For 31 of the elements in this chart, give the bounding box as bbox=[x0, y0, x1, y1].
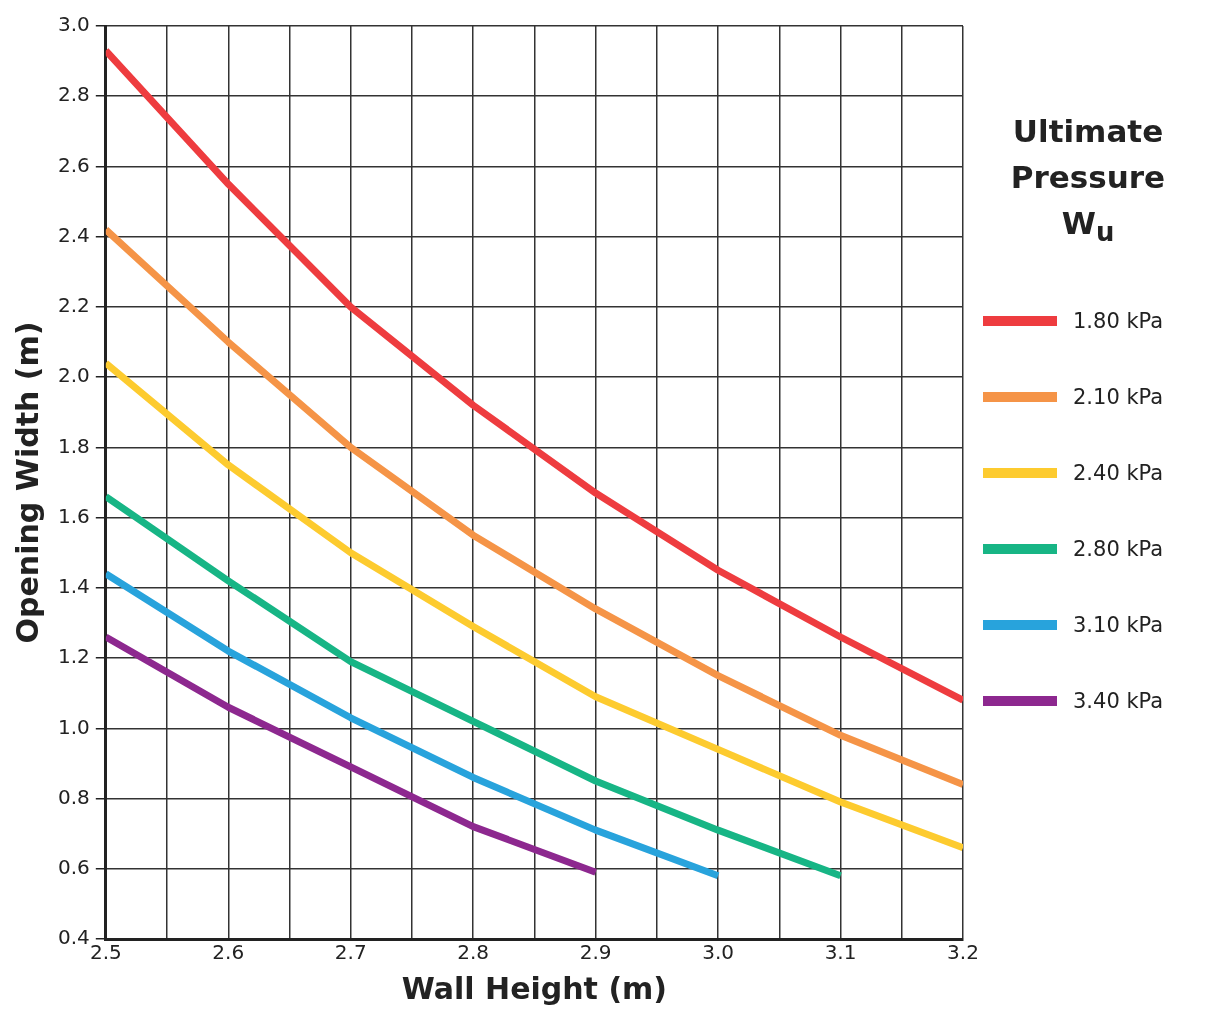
y-tick-label: 2.6 bbox=[57, 152, 90, 177]
legend-label: 2.40 kPa bbox=[1073, 461, 1164, 486]
legend-label: 2.10 kPa bbox=[1073, 385, 1164, 410]
legend-label: 3.10 kPa bbox=[1073, 613, 1164, 638]
y-tick-label: 1.4 bbox=[57, 574, 90, 599]
y-tick-label: 0.8 bbox=[57, 784, 90, 809]
x-tick-label: 3.1 bbox=[824, 940, 857, 965]
y-tick-label: 2.0 bbox=[57, 363, 90, 388]
x-tick-label: 3.0 bbox=[702, 940, 734, 965]
y-tick-label: 3.0 bbox=[57, 12, 90, 37]
y-tick-label: 2.8 bbox=[57, 82, 90, 107]
legend-label: 3.40 kPa bbox=[1073, 689, 1164, 714]
x-tick-label: 2.5 bbox=[89, 940, 122, 965]
x-tick-label: 2.6 bbox=[212, 940, 245, 965]
legend-label: 1.80 kPa bbox=[1073, 309, 1164, 334]
y-tick-label: 1.6 bbox=[57, 503, 90, 528]
x-tick-label: 2.8 bbox=[457, 940, 490, 965]
x-axis-title: Wall Height (m) bbox=[401, 970, 668, 1006]
y-tick-label: 0.6 bbox=[57, 854, 90, 879]
x-tick-label: 2.7 bbox=[334, 940, 367, 965]
y-axis-title: Opening Width (m) bbox=[9, 321, 45, 644]
y-tick-label: 1.0 bbox=[57, 714, 90, 739]
x-tick-label: 3.2 bbox=[947, 940, 979, 965]
y-tick-label: 1.2 bbox=[57, 644, 90, 669]
y-tick-label: 0.4 bbox=[57, 925, 90, 950]
y-tick-label: 2.2 bbox=[57, 293, 90, 318]
x-tick-label: 2.9 bbox=[579, 940, 612, 965]
y-tick-label: 1.8 bbox=[57, 433, 90, 458]
y-tick-label: 2.4 bbox=[57, 222, 90, 247]
legend-label: 2.80 kPa bbox=[1073, 537, 1164, 562]
legend-title: Ultimate Pressure W$_{u}$ bbox=[1009, 112, 1167, 250]
